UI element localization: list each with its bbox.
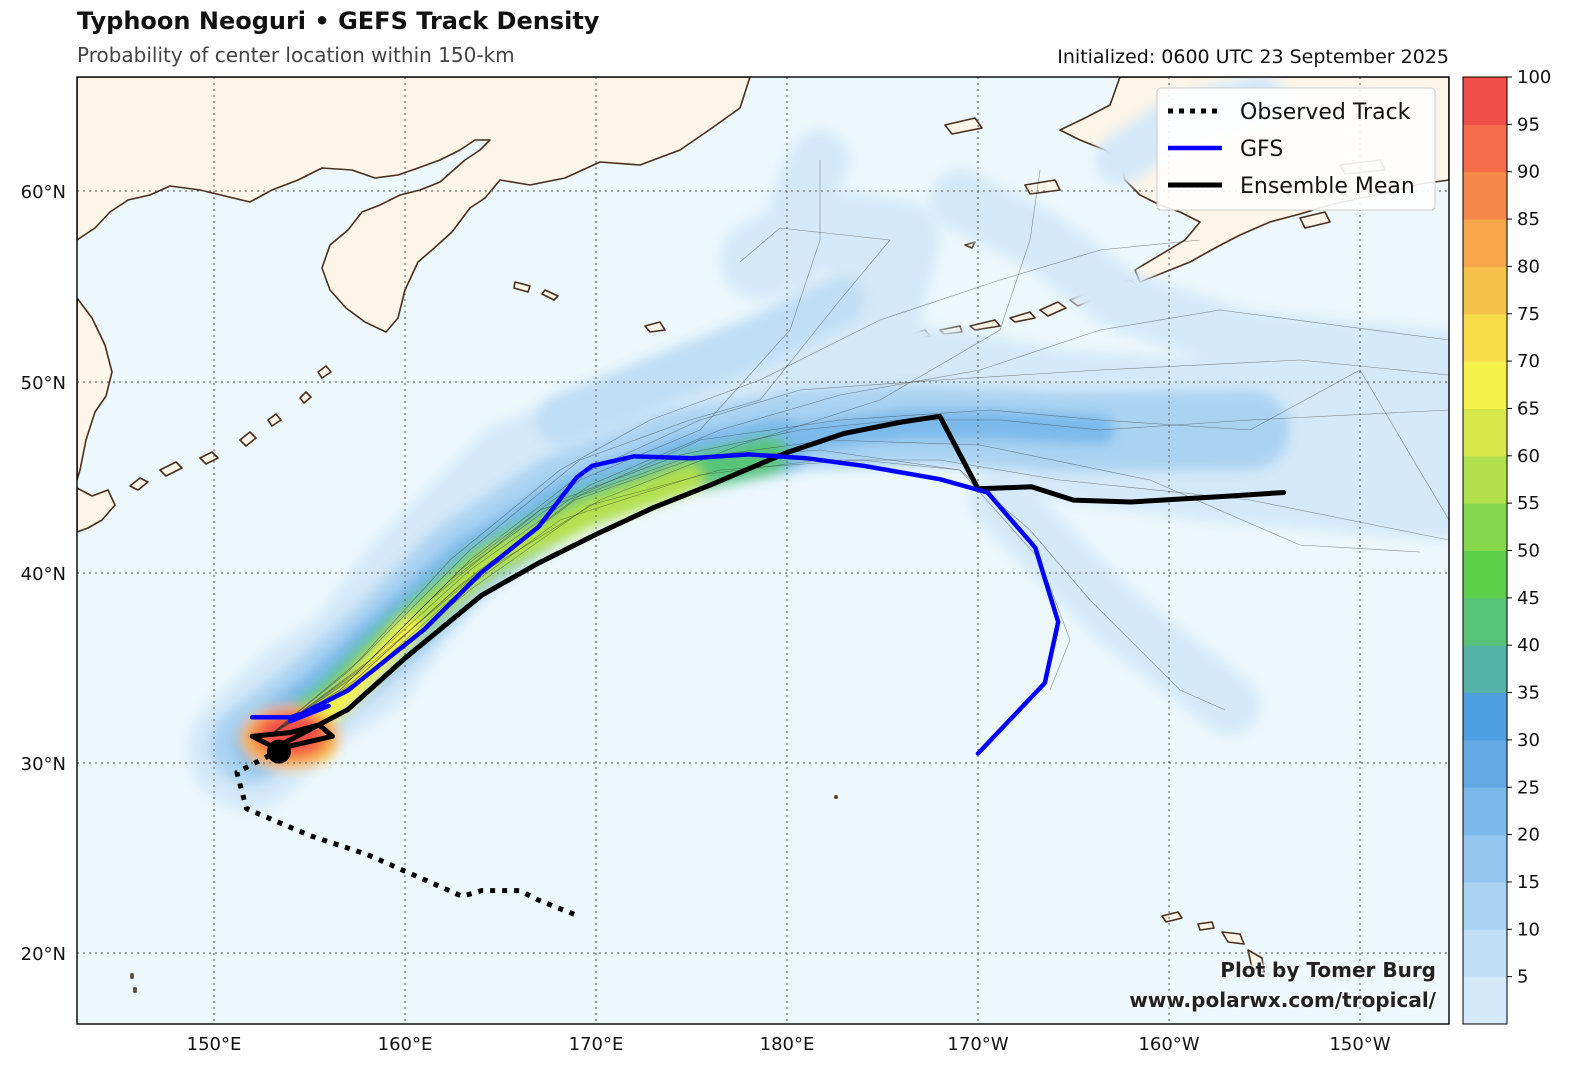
colorbar-tick-label: 20 xyxy=(1517,825,1540,846)
credit-author: Plot by Tomer Burg xyxy=(1220,958,1436,982)
colorbar-tick-label: 60 xyxy=(1517,446,1540,467)
colorbar-segment xyxy=(1463,550,1507,599)
land-kuril-2 xyxy=(159,461,183,477)
land-honshu xyxy=(77,487,116,533)
gfs-track xyxy=(249,452,1061,756)
ensemble-members xyxy=(269,160,1449,736)
land-kuril-7 xyxy=(317,365,332,379)
colorbar-segment xyxy=(1463,266,1507,315)
colorbar-segment xyxy=(1463,976,1507,1025)
colorbar-segment xyxy=(1463,834,1507,883)
land-hokkaido xyxy=(77,297,113,481)
colorbar-tick-label: 15 xyxy=(1517,872,1540,893)
land-small-islands xyxy=(130,795,838,993)
colorbar-segment xyxy=(1463,645,1507,694)
colorbar: 5 10 15 20 25 30 35 40 45 50 55 60 65 70 75 80 85 90 95 100 xyxy=(1462,67,1551,1025)
colorbar-segment xyxy=(1463,171,1507,220)
gridlines xyxy=(77,77,1449,1024)
colorbar-tick-label: 55 xyxy=(1517,493,1540,514)
lat-label-20: 20°N xyxy=(21,944,66,965)
colorbar-segment xyxy=(1463,787,1507,836)
colorbar-tick-label: 30 xyxy=(1517,730,1540,751)
land-kuril-1 xyxy=(129,477,149,491)
colorbar-tick-label: 85 xyxy=(1517,209,1540,230)
current-position-marker xyxy=(266,739,291,764)
colorbar-segment xyxy=(1463,692,1507,741)
colorbar-segment xyxy=(1463,408,1507,457)
colorbar-tick-label: 10 xyxy=(1517,919,1540,940)
colorbar-tick-label: 65 xyxy=(1517,398,1540,419)
colorbar-segment xyxy=(1463,929,1507,978)
land-kuril-5 xyxy=(267,413,282,427)
map-frame xyxy=(76,76,1450,1025)
colorbar-tick-label: 70 xyxy=(1517,351,1540,372)
colorbar-tick-label: 80 xyxy=(1517,256,1540,277)
map-title: Typhoon Neoguri • GEFS Track Density xyxy=(77,7,600,35)
legend-label-gfs: GFS xyxy=(1240,137,1283,162)
colorbar-tick-label: 35 xyxy=(1517,683,1540,704)
observed-track xyxy=(234,753,578,918)
ensemble-mean-track xyxy=(249,413,1287,751)
legend-label-mean: Ensemble Mean xyxy=(1240,174,1415,199)
lat-label-30: 30°N xyxy=(21,754,66,775)
colorbar-segment xyxy=(1463,361,1507,409)
lon-label-150e: 150°E xyxy=(187,1034,242,1055)
colorbar-tick-label: 45 xyxy=(1517,588,1540,609)
credit-url: www.polarwx.com/tropical/ xyxy=(1129,988,1436,1012)
land-hawaii xyxy=(1161,911,1265,973)
lon-label-150w: 150°W xyxy=(1329,1034,1390,1055)
colorbar-tick-label: 5 xyxy=(1517,967,1528,988)
initialization-time: Initialized: 0600 UTC 23 September 2025 xyxy=(1057,46,1449,68)
density-field xyxy=(188,77,1449,810)
colorbar-tick-label: 40 xyxy=(1517,635,1540,656)
colorbar-tick-label: 25 xyxy=(1517,777,1540,798)
lat-label-60: 60°N xyxy=(21,182,66,203)
colorbar-segment xyxy=(1463,219,1507,267)
tracks-layer xyxy=(234,413,1287,918)
colorbar-segment xyxy=(1463,739,1507,788)
colorbar-tick-label: 100 xyxy=(1517,67,1551,88)
colorbar-segment xyxy=(1463,77,1507,125)
colorbar-segment xyxy=(1463,881,1507,930)
lon-label-170w: 170°W xyxy=(947,1034,1008,1055)
map-subtitle: Probability of center location within 15… xyxy=(77,43,515,67)
land-kuril-4 xyxy=(239,431,257,447)
colorbar-tick-label: 50 xyxy=(1517,541,1540,562)
colorbar-tick-label: 90 xyxy=(1517,162,1540,183)
colorbar-segment xyxy=(1463,124,1507,173)
lon-label-160e: 160°E xyxy=(378,1034,433,1055)
lat-label-50: 50°N xyxy=(21,373,66,394)
colorbar-segment xyxy=(1463,597,1507,646)
lon-label-180: 180°E xyxy=(760,1034,815,1055)
colorbar-segment xyxy=(1463,503,1507,551)
land-kuril-6 xyxy=(299,391,312,404)
colorbar-tick-label: 95 xyxy=(1517,114,1540,135)
legend: Observed Track GFS Ensemble Mean xyxy=(1156,87,1436,211)
legend-label-observed: Observed Track xyxy=(1240,100,1411,125)
lat-label-40: 40°N xyxy=(21,564,66,585)
land-siberia xyxy=(77,77,751,333)
colorbar-segment xyxy=(1463,313,1507,362)
lon-label-160w: 160°W xyxy=(1138,1034,1199,1055)
land-commander xyxy=(513,281,559,301)
colorbar-segment xyxy=(1463,455,1507,504)
lon-label-170e: 170°E xyxy=(569,1034,624,1055)
colorbar-tick-label: 75 xyxy=(1517,304,1540,325)
